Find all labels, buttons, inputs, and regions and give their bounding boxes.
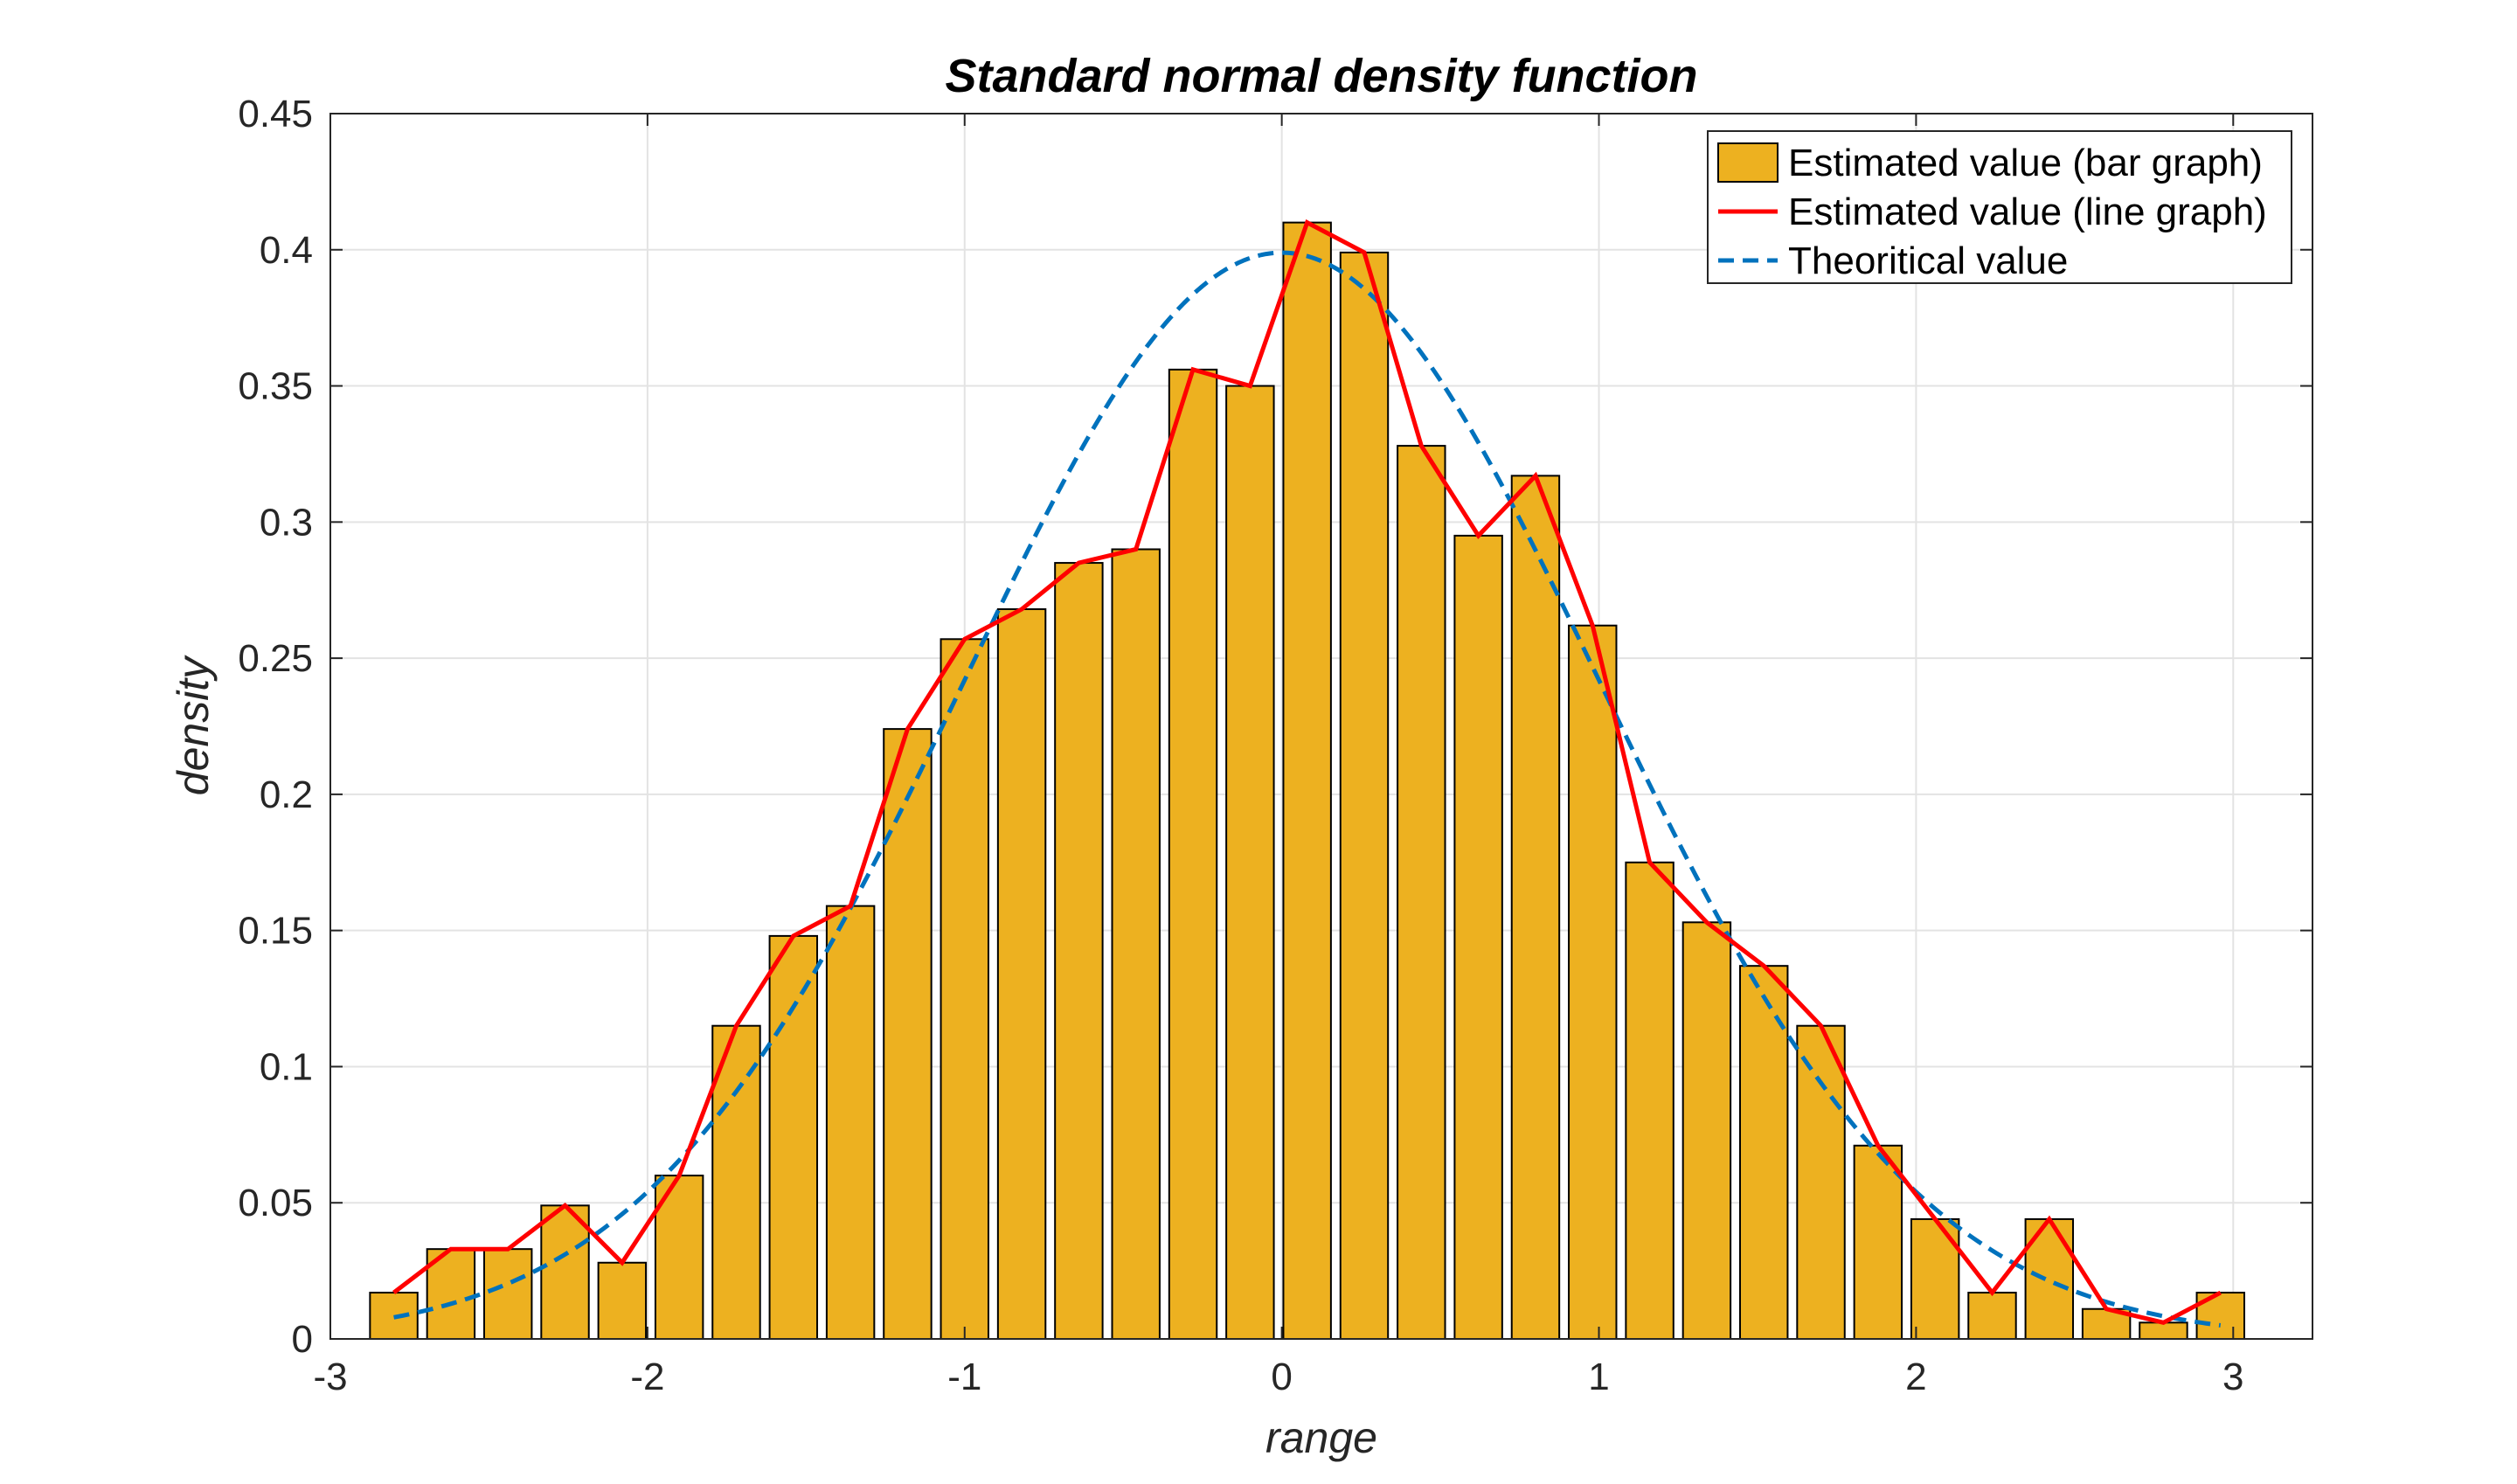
bar	[1568, 624, 1618, 1340]
bar	[1225, 385, 1275, 1340]
bar	[1796, 1024, 1846, 1340]
x-tick-label: 0	[1271, 1356, 1292, 1398]
x-tick-label: -1	[947, 1356, 981, 1398]
legend: Estimated value (bar graph) Estimated va…	[1707, 130, 2292, 284]
bar	[1168, 368, 1218, 1341]
legend-swatch-bar	[1717, 142, 1779, 183]
line-series	[392, 219, 2222, 1328]
bar	[996, 608, 1047, 1340]
x-tick-label: 2	[1905, 1356, 1926, 1398]
legend-entry-line-graph: Estimated value (line graph)	[1788, 191, 2267, 233]
bar	[711, 1024, 761, 1340]
x-axis-label: range	[1265, 1413, 1377, 1462]
bar	[1967, 1292, 2017, 1340]
y-tick-label: 0.3	[260, 501, 313, 544]
y-axis-label: density	[169, 655, 218, 795]
bar	[1681, 921, 1732, 1340]
bar	[1453, 534, 1503, 1340]
chart-title: Standard normal density function	[945, 50, 1697, 102]
bar	[1282, 221, 1332, 1341]
bar	[940, 638, 989, 1340]
y-tick-label: 0.15	[238, 910, 313, 953]
bar	[1054, 562, 1104, 1340]
bar	[2139, 1321, 2188, 1340]
y-tick-label: 0.05	[238, 1182, 313, 1224]
x-tick-label: 3	[2222, 1356, 2243, 1398]
bar	[825, 905, 876, 1341]
y-tick-label: 0.45	[238, 93, 313, 135]
bar	[540, 1204, 590, 1340]
x-tick-label: -2	[630, 1356, 664, 1398]
bar	[768, 934, 819, 1341]
x-tick-label: -3	[313, 1356, 347, 1398]
bar-series	[369, 221, 2245, 1341]
bar	[1111, 548, 1161, 1340]
y-tick-label: 0	[292, 1318, 313, 1361]
bar	[1339, 251, 1390, 1341]
bar	[1853, 1144, 1903, 1340]
bar	[1397, 445, 1446, 1340]
bar	[883, 728, 933, 1340]
plot-box	[329, 113, 2313, 1340]
bar	[1625, 861, 1675, 1340]
legend-box	[1707, 130, 2292, 284]
bar	[597, 1261, 648, 1340]
axes-frame	[329, 113, 2313, 1340]
legend-entry-theoretical: Theoritical value	[1788, 239, 2068, 282]
estimated-line	[392, 219, 2222, 1325]
bar	[482, 1248, 533, 1340]
legend-entry-bar-graph: Estimated value (bar graph)	[1788, 142, 2263, 184]
y-tick-label: 0.4	[260, 229, 313, 272]
y-tick-label: 0.25	[238, 637, 313, 680]
x-tick-label: 1	[1588, 1356, 1609, 1398]
bar	[1739, 965, 1789, 1341]
bar	[1510, 475, 1561, 1340]
tick-labels: -3 -2 -1 0 1 2 3 0 0.05 0.1 0.15 0.2 0.25 0.3 0.35 0.4 0…	[238, 93, 2243, 1398]
y-tick-label: 0.1	[260, 1045, 313, 1088]
y-tick-label: 0.2	[260, 773, 313, 816]
y-tick-label: 0.35	[238, 365, 313, 408]
bar	[426, 1248, 476, 1340]
